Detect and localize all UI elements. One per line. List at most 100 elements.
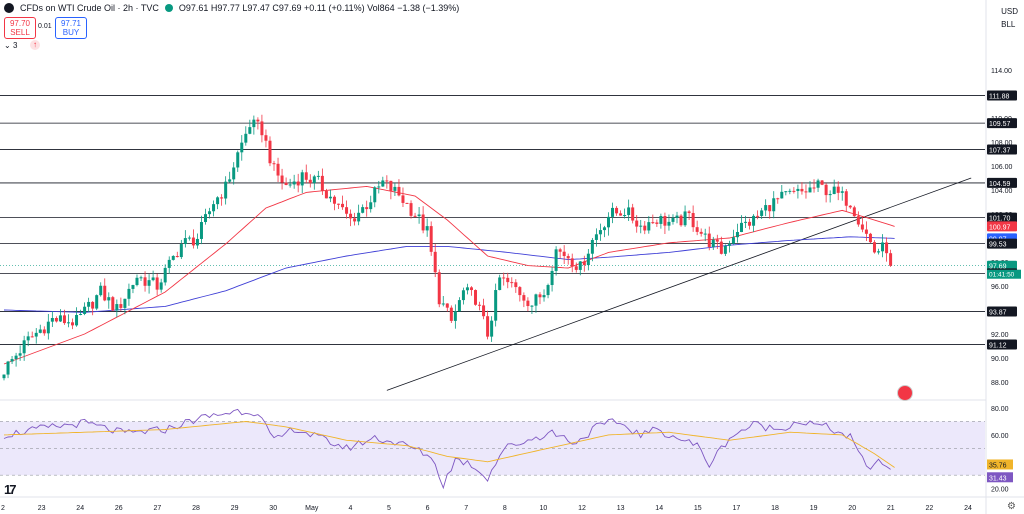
candle-body — [397, 186, 401, 196]
candle-body — [292, 181, 296, 185]
alert-arrow-icon[interactable]: ↑ — [30, 40, 40, 50]
candle-body — [578, 261, 582, 270]
candle-body — [167, 259, 171, 268]
candle-body — [151, 277, 155, 281]
candle-body — [490, 320, 494, 337]
time-tick-label: 14 — [655, 505, 663, 512]
candle-body — [401, 195, 405, 203]
candle-body — [175, 255, 179, 258]
candle-body — [679, 215, 683, 226]
candle-body — [474, 290, 478, 305]
time-tick-label: 21 — [887, 505, 895, 512]
time-tick-label: 24 — [964, 505, 972, 512]
rsi-value-label: 35.76 — [989, 462, 1007, 469]
candle-body — [739, 222, 743, 232]
candle-body — [635, 220, 639, 227]
candle-body — [808, 187, 812, 193]
candle-body — [413, 215, 417, 217]
candle-body — [607, 216, 610, 228]
price-label-box — [987, 118, 1017, 129]
candle-body — [220, 197, 224, 199]
rsi-tick-label: 60.00 — [991, 433, 1009, 440]
candle-body — [75, 314, 79, 326]
price-tick-label: 114.00 — [991, 68, 1012, 75]
candle-body — [280, 175, 284, 183]
time-tick-label: 8 — [503, 505, 507, 512]
buy-button[interactable]: 97.71 BUY — [55, 17, 87, 39]
candle-body — [103, 285, 107, 301]
time-tick-label: 13 — [617, 505, 625, 512]
rsi-tick-label: 20.00 — [991, 487, 1009, 494]
time-tick-label: 24 — [76, 505, 84, 512]
price-label: 109.57 — [989, 121, 1011, 128]
candle-body — [236, 152, 240, 168]
currency-label: USD — [1001, 7, 1018, 16]
candle-body — [336, 203, 340, 205]
candle-body — [832, 186, 836, 195]
candle-body — [816, 180, 820, 188]
candle-body — [590, 239, 594, 254]
candle-body — [42, 329, 46, 334]
candle-body — [723, 245, 727, 254]
candle-body — [191, 237, 195, 246]
candle-body — [602, 227, 606, 231]
price-tick-label: 106.00 — [991, 164, 1013, 171]
candle-body — [683, 211, 687, 226]
price-label-box — [987, 90, 1017, 101]
candle-body — [566, 256, 570, 259]
candle-body — [836, 186, 840, 193]
candle-body — [727, 243, 731, 246]
candle-body — [659, 216, 663, 224]
candle-body — [341, 203, 345, 208]
candle-body — [111, 297, 115, 311]
candle-body — [361, 207, 365, 213]
us-flag-event-icon[interactable] — [897, 385, 913, 401]
candle-body — [881, 242, 885, 252]
candle-body — [848, 205, 852, 208]
candle-body — [530, 305, 534, 307]
candle-body — [655, 222, 659, 224]
candle-body — [667, 221, 671, 226]
price-label-box — [987, 306, 1017, 317]
candle-body — [498, 277, 502, 291]
time-tick-label: 4 — [348, 505, 352, 512]
time-tick-label: 26 — [115, 505, 123, 512]
candle-body — [276, 163, 280, 176]
candle-body — [381, 180, 385, 187]
candle-body — [441, 303, 445, 305]
price-tick-label: 88.00 — [991, 380, 1009, 387]
candle-body — [300, 172, 304, 186]
price-label: 93.87 — [989, 310, 1007, 317]
currency-menu[interactable]: USD BLL — [1001, 5, 1018, 31]
candle-body — [119, 304, 123, 308]
rsi-value-label: 31.43 — [989, 475, 1007, 482]
settings-gear-icon[interactable]: ⚙ — [1007, 501, 1016, 512]
price-tick-label: 104.00 — [991, 188, 1013, 195]
candle-body — [46, 321, 50, 334]
candle-body — [304, 172, 308, 180]
candle-body — [546, 285, 550, 296]
price-label: 91.12 — [989, 343, 1007, 350]
candle-body — [510, 282, 514, 284]
candle-body — [179, 244, 183, 258]
sell-button[interactable]: 97.70 SELL — [4, 17, 36, 39]
candle-body — [87, 301, 91, 307]
time-tick-label: 22 — [926, 505, 934, 512]
candle-body — [486, 316, 490, 337]
candle-body — [872, 242, 876, 253]
candle-body — [288, 184, 292, 186]
indicator-toggle[interactable]: ⌄ 3 — [4, 41, 18, 50]
symbol-title[interactable]: CFDs on WTI Crude Oil · 2h · TVC — [20, 3, 159, 13]
price-label-box — [987, 221, 1017, 232]
price-label: 99.53 — [989, 242, 1007, 249]
candle-body — [284, 182, 288, 185]
candle-body — [38, 329, 42, 333]
candle-body — [107, 297, 111, 301]
candle-body — [615, 207, 619, 214]
rsi-ma-line — [3, 421, 895, 468]
candle-body — [135, 277, 139, 286]
candle-body — [296, 181, 300, 186]
candle-body — [183, 238, 187, 245]
candle-body — [711, 239, 715, 247]
